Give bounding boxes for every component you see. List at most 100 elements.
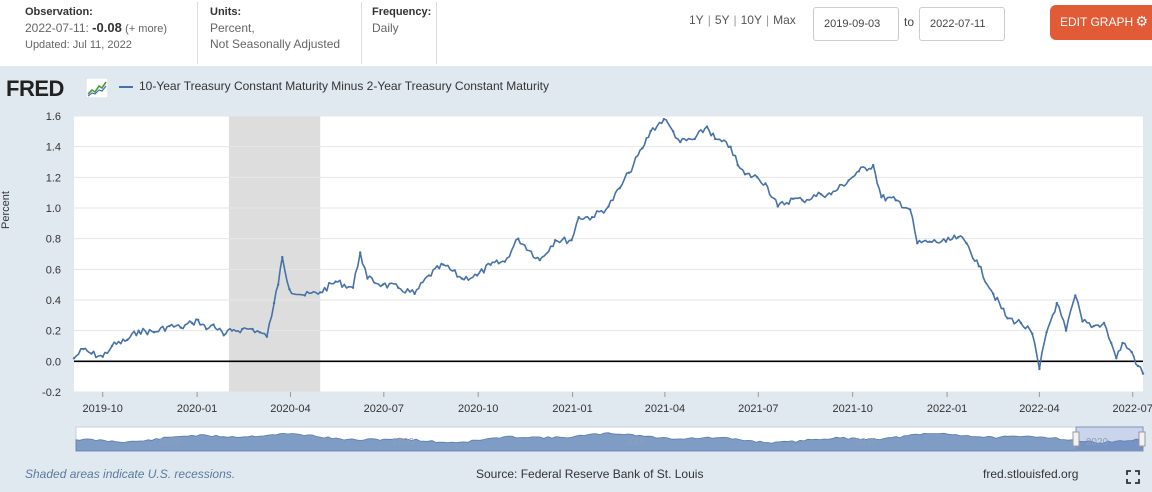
data-point xyxy=(265,335,269,338)
data-point xyxy=(110,344,114,348)
data-point xyxy=(764,182,767,185)
observation-label: Observation: xyxy=(25,6,93,18)
data-point xyxy=(965,242,968,245)
observation-date: 2022-07-11: xyxy=(25,21,89,35)
data-point xyxy=(957,235,960,239)
data-point xyxy=(1092,324,1095,328)
data-point xyxy=(649,130,652,133)
x-tick-label: 2020-07 xyxy=(364,403,404,415)
data-point xyxy=(241,327,244,331)
navigator-label: 1990 xyxy=(392,437,415,448)
frequency-block: Frequency: Daily xyxy=(372,4,442,62)
data-point xyxy=(212,323,215,326)
y-tick-label: 0.4 xyxy=(46,295,61,307)
data-point xyxy=(396,286,400,289)
series-meta-bar: Observation: 2022-07-11: -0.08 (+ more) … xyxy=(0,0,1152,66)
data-point xyxy=(168,324,171,328)
y-tick-label: 1.6 xyxy=(46,111,61,123)
observation-more-link[interactable]: (+ more) xyxy=(125,23,168,35)
y-tick-label: 0.8 xyxy=(46,234,61,246)
data-point xyxy=(693,137,696,141)
data-point xyxy=(381,283,384,286)
observation-block: Observation: 2022-07-11: -0.08 (+ more) … xyxy=(25,4,195,62)
data-point xyxy=(1115,357,1118,360)
divider xyxy=(197,2,198,64)
range-10y-button[interactable]: 10Y xyxy=(740,13,762,27)
data-point xyxy=(1019,321,1023,325)
data-point xyxy=(916,242,919,245)
range-1y-button[interactable]: 1Y xyxy=(689,13,704,27)
data-point xyxy=(1031,332,1034,335)
data-point xyxy=(137,329,140,332)
y-tick-label: 0.2 xyxy=(46,326,61,338)
data-point xyxy=(1045,331,1048,334)
data-point xyxy=(222,334,225,337)
data-point xyxy=(489,263,492,266)
data-point xyxy=(679,140,682,144)
data-point xyxy=(179,326,182,329)
y-tick-label: -0.2 xyxy=(42,387,61,399)
data-point xyxy=(126,338,129,342)
divider xyxy=(436,2,437,64)
y-tick-label: 0.0 xyxy=(46,356,61,368)
data-point xyxy=(607,205,610,208)
end-date-input[interactable]: 2022-07-11 xyxy=(919,7,1005,41)
data-point xyxy=(196,318,200,322)
data-point xyxy=(1074,294,1077,297)
navigator-label: 2020 xyxy=(1086,437,1109,448)
data-point xyxy=(944,240,948,243)
data-point xyxy=(251,327,254,331)
data-point xyxy=(627,171,631,174)
navigator-area xyxy=(75,432,1144,452)
data-point xyxy=(366,277,369,280)
data-point xyxy=(570,239,573,242)
data-point xyxy=(776,205,779,208)
data-point xyxy=(101,355,104,358)
data-point xyxy=(276,283,280,286)
range-max-button[interactable]: Max xyxy=(773,13,796,27)
data-point xyxy=(857,170,861,173)
data-point xyxy=(1064,329,1068,332)
y-tick-label: 1.0 xyxy=(46,203,61,215)
units-line-1: Percent, xyxy=(210,21,255,35)
fred-logo[interactable]: FRED xyxy=(6,76,64,101)
data-point xyxy=(1109,341,1113,345)
x-tick-label: 2022-01 xyxy=(927,403,967,415)
data-point xyxy=(538,258,541,262)
units-line-2: Not Seasonally Adjusted xyxy=(210,37,341,51)
data-point xyxy=(517,237,520,240)
x-tick-label: 2020-01 xyxy=(177,403,217,415)
x-tick-label: 2021-10 xyxy=(832,403,872,415)
site-link[interactable]: fred.stlouisfed.org xyxy=(983,467,1079,481)
navigator-right-handle xyxy=(1138,431,1146,447)
data-point xyxy=(1141,372,1145,375)
data-point xyxy=(359,251,362,254)
fullscreen-icon[interactable] xyxy=(1126,470,1140,484)
data-point xyxy=(1130,350,1133,354)
data-point xyxy=(334,280,337,283)
data-point xyxy=(705,125,709,128)
gear-icon: ⚙ xyxy=(1135,13,1148,29)
start-date-input[interactable]: 2019-09-03 xyxy=(813,7,899,41)
data-point xyxy=(288,288,291,291)
range-separator: | xyxy=(765,13,770,27)
y-tick-label: 1.2 xyxy=(46,172,61,184)
data-point xyxy=(1006,317,1009,320)
data-point xyxy=(992,292,995,296)
x-tick-label: 2021-01 xyxy=(552,403,592,415)
data-point xyxy=(351,286,355,289)
data-point xyxy=(90,352,93,355)
data-point xyxy=(928,240,931,243)
data-point xyxy=(1055,301,1059,305)
data-point xyxy=(736,163,739,167)
data-point xyxy=(319,291,322,294)
edit-graph-label: EDIT GRAPH xyxy=(1060,15,1134,29)
navigator-label: 1980 xyxy=(159,437,182,448)
data-point xyxy=(272,301,276,305)
data-point xyxy=(743,173,747,176)
navigator-label: 2010 xyxy=(855,437,878,448)
edit-graph-button[interactable]: EDIT GRAPH ⚙ xyxy=(1050,5,1152,40)
range-5y-button[interactable]: 5Y xyxy=(714,13,730,27)
units-label: Units: xyxy=(210,6,242,18)
data-point xyxy=(475,274,479,277)
